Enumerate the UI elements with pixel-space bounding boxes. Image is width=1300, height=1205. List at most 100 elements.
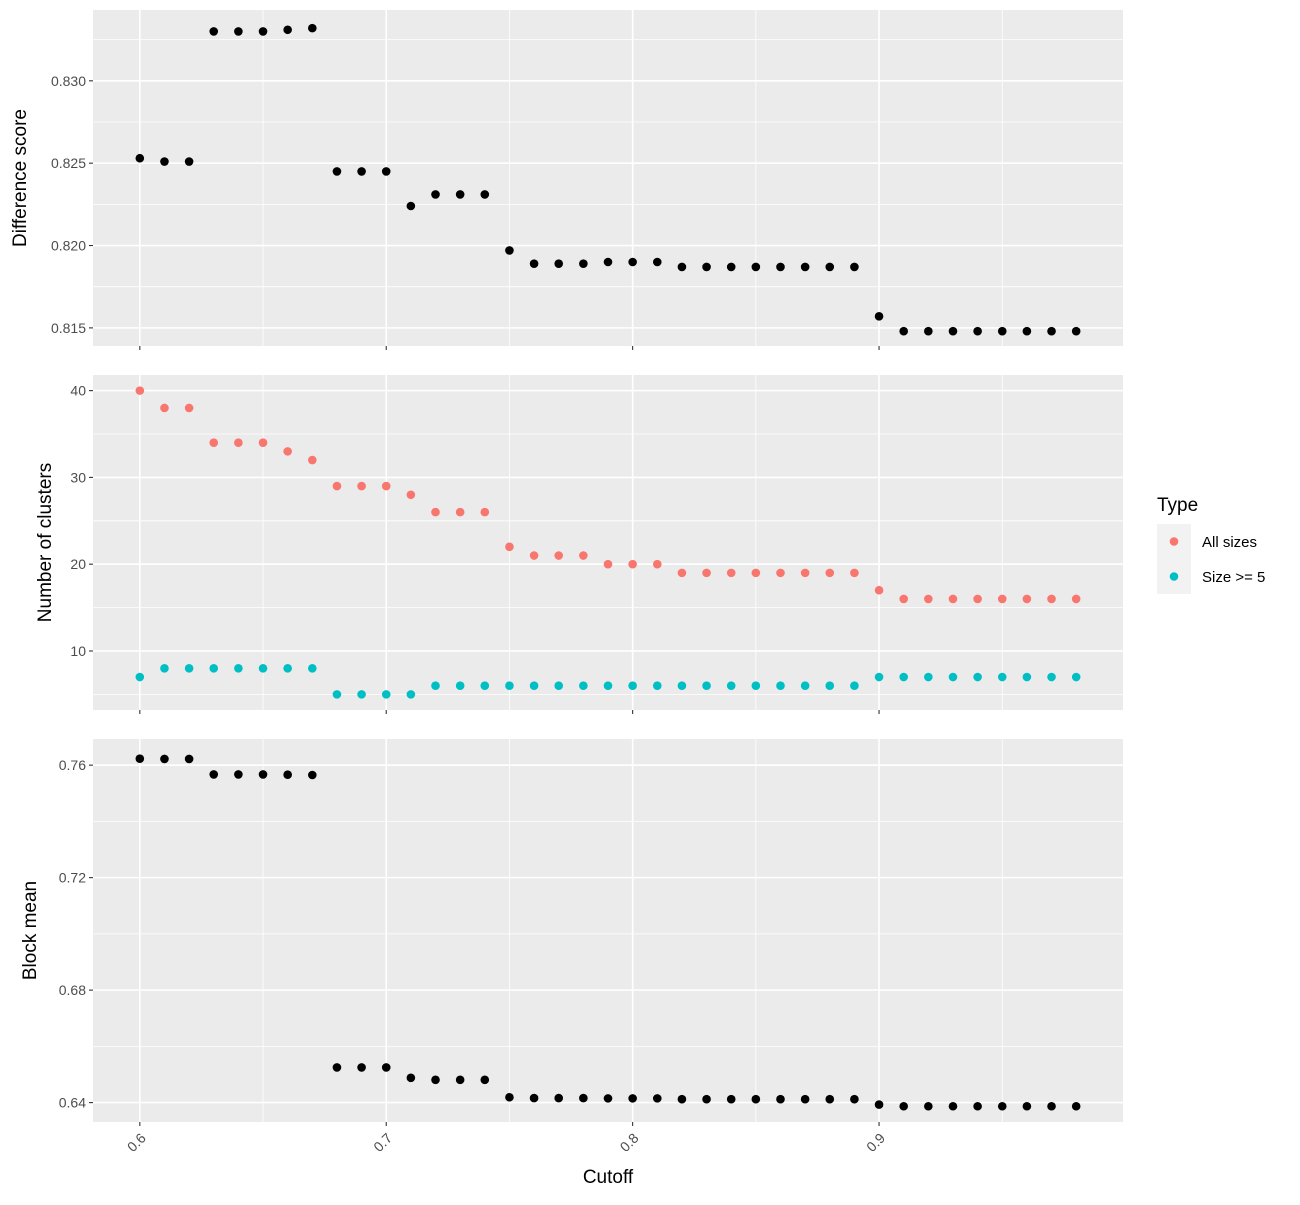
data-point bbox=[1047, 672, 1056, 682]
data-point bbox=[825, 568, 835, 578]
data-point bbox=[702, 568, 711, 578]
data-point bbox=[283, 770, 292, 780]
series-2 bbox=[135, 664, 1081, 699]
panel-3: 0.64 0.68 0.72 0.76 Block mean bbox=[20, 739, 1123, 1126]
data-point bbox=[357, 1063, 366, 1072]
data-point bbox=[948, 672, 958, 682]
data-point bbox=[800, 262, 810, 272]
data-point bbox=[135, 386, 145, 395]
data-point bbox=[283, 447, 292, 456]
data-point bbox=[332, 690, 342, 699]
data-point bbox=[899, 1101, 908, 1111]
data-point bbox=[160, 754, 169, 764]
data-point bbox=[973, 1101, 982, 1111]
data-point bbox=[258, 438, 268, 447]
data-point bbox=[258, 27, 268, 36]
data-point bbox=[505, 681, 514, 690]
data-point bbox=[997, 326, 1007, 336]
data-point bbox=[554, 551, 564, 560]
data-point bbox=[899, 672, 908, 682]
data-point bbox=[874, 585, 884, 595]
legend-key-point bbox=[1169, 537, 1179, 546]
data-point bbox=[529, 681, 539, 690]
data-point bbox=[1047, 326, 1056, 336]
data-point bbox=[308, 455, 317, 465]
data-point bbox=[209, 770, 219, 779]
data-point bbox=[997, 1101, 1007, 1111]
data-point bbox=[529, 259, 539, 268]
y-axis-title: Block mean bbox=[20, 881, 41, 980]
data-point bbox=[948, 326, 958, 336]
data-point bbox=[1022, 672, 1032, 682]
data-point bbox=[357, 167, 366, 176]
data-point bbox=[776, 568, 785, 578]
data-point bbox=[209, 438, 219, 447]
data-point bbox=[258, 664, 268, 673]
series-1 bbox=[135, 754, 1081, 1111]
data-point bbox=[603, 681, 613, 690]
data-point bbox=[677, 568, 687, 578]
data-point bbox=[184, 157, 194, 166]
data-point bbox=[505, 1092, 514, 1102]
data-point bbox=[431, 190, 440, 199]
y-tick-label: 0.815 bbox=[51, 320, 86, 336]
data-point bbox=[332, 481, 342, 491]
data-point bbox=[628, 1094, 637, 1103]
data-point bbox=[726, 262, 736, 272]
y-tick-label: 0.820 bbox=[51, 238, 86, 254]
panel-background bbox=[93, 10, 1123, 346]
data-point bbox=[850, 681, 859, 690]
data-point bbox=[1047, 1101, 1056, 1111]
data-point bbox=[874, 312, 884, 321]
data-point bbox=[406, 490, 416, 500]
data-point bbox=[800, 1094, 810, 1104]
data-point bbox=[924, 1101, 933, 1111]
y-tick-label: 0.825 bbox=[51, 155, 86, 171]
data-point bbox=[579, 681, 588, 690]
data-point bbox=[1022, 326, 1032, 336]
data-point bbox=[751, 262, 761, 272]
series-1 bbox=[135, 386, 1081, 604]
data-point bbox=[234, 664, 243, 673]
data-point bbox=[652, 681, 662, 690]
legend-label: All sizes bbox=[1202, 534, 1257, 551]
legend-title: Type bbox=[1157, 495, 1198, 516]
data-point bbox=[184, 403, 194, 413]
panel-2: 10 20 30 40 Number of clusters bbox=[35, 375, 1123, 714]
data-point bbox=[332, 167, 342, 176]
data-point bbox=[480, 681, 490, 690]
data-point bbox=[677, 262, 687, 272]
data-point bbox=[357, 481, 366, 491]
data-point bbox=[1022, 1101, 1032, 1111]
data-point bbox=[135, 153, 145, 163]
data-point bbox=[283, 25, 292, 35]
data-point bbox=[924, 594, 933, 604]
data-point bbox=[948, 1101, 958, 1111]
data-point bbox=[283, 664, 292, 673]
data-point bbox=[505, 542, 514, 552]
y-tick-label: 0.64 bbox=[59, 1095, 86, 1111]
panel-1: 0.815 0.820 0.825 0.830 Difference score bbox=[10, 10, 1123, 350]
data-point bbox=[628, 559, 637, 569]
data-point bbox=[702, 681, 711, 690]
data-point bbox=[480, 1075, 490, 1085]
data-point bbox=[850, 568, 859, 578]
data-point bbox=[579, 259, 588, 268]
data-point bbox=[455, 681, 465, 690]
data-point bbox=[997, 672, 1007, 682]
y-axis-title: Number of clusters bbox=[35, 463, 56, 622]
data-point bbox=[603, 559, 613, 569]
y-axis-title: Difference score bbox=[10, 109, 31, 247]
data-point bbox=[579, 1093, 588, 1103]
data-point bbox=[406, 690, 416, 699]
data-point bbox=[751, 681, 761, 690]
panel-background bbox=[93, 375, 1123, 710]
data-point bbox=[579, 551, 588, 560]
data-point bbox=[776, 681, 785, 690]
y-tick-label: 30 bbox=[70, 469, 86, 485]
data-point bbox=[381, 481, 391, 491]
data-point bbox=[1071, 672, 1081, 682]
data-point bbox=[234, 27, 243, 36]
